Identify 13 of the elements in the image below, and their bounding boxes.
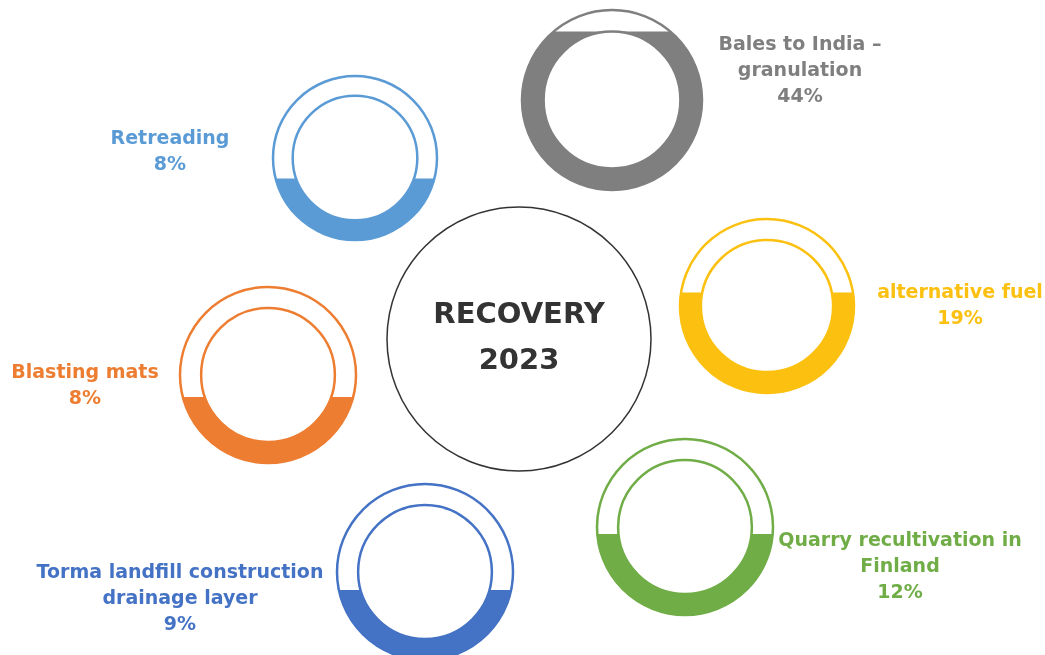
data-label: 12% — [876, 579, 924, 604]
category-label: Quarry recultivation in Finland — [777, 527, 1023, 578]
data-label: 44% — [776, 83, 824, 108]
category-label: Torma landfill construction drainage layer — [35, 559, 325, 610]
category-label: Blasting mats — [10, 359, 160, 384]
category-label: Retreading — [109, 125, 231, 150]
data-label: 9% — [162, 611, 198, 636]
category-label: alternative fuel — [876, 279, 1044, 304]
data-label: 8% — [67, 385, 103, 410]
text: RECOVERY 2023 — [432, 295, 606, 378]
data-label: 8% — [152, 151, 188, 176]
category-label: Bales to India – granulation — [717, 31, 883, 82]
data-label: 19% — [936, 305, 984, 330]
